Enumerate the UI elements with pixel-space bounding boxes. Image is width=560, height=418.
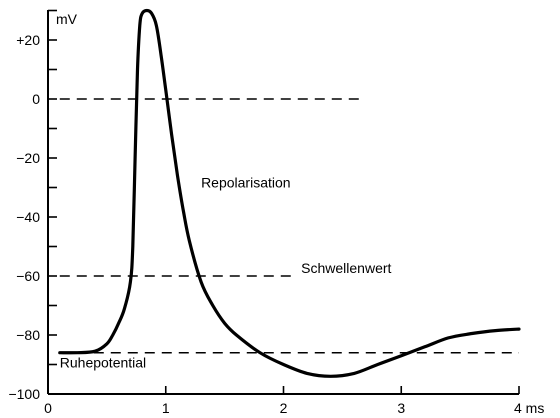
x-tick-label: 3 (397, 400, 405, 416)
x-tick-label: 2 (280, 400, 288, 416)
reference-lines (59, 98, 519, 354)
x-ticks: 0 1 2 3 4 ms (44, 386, 544, 416)
y-tick-label: +20 (16, 32, 40, 48)
annotation-label: Schwellenwert (301, 260, 391, 276)
y-tick-label: −60 (16, 268, 40, 284)
y-tick-label: −20 (16, 150, 40, 166)
annotation-label: Repolarisation (201, 175, 291, 191)
x-tick-label: 0 (44, 400, 52, 416)
y-tick-label: −80 (16, 327, 40, 343)
y-tick-label: −100 (8, 386, 40, 402)
series-line-membrane-potential (58, 8, 521, 378)
y-unit-label: mV (56, 11, 78, 27)
y-ticks: +20 0 −20 −40 −60 −80 −100 (8, 9, 57, 402)
annotations: Repolarisation Schwellenwert Ruhepotential (60, 175, 392, 371)
x-tick-label: 1 (162, 400, 170, 416)
annotation-label: Ruhepotential (60, 354, 146, 370)
y-tick-label: −40 (16, 209, 40, 225)
x-tick-label: 4 ms (514, 400, 544, 416)
y-tick-label: 0 (32, 91, 40, 107)
